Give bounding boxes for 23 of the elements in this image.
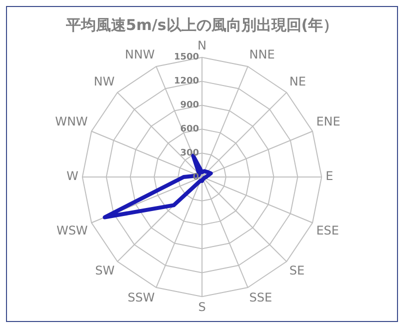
spoke-label: SE <box>289 264 305 278</box>
spoke-label: SSE <box>249 290 272 305</box>
spoke-label: SW <box>95 264 115 278</box>
y-tick-label: 900 <box>180 100 199 111</box>
spoke-label: NE <box>289 74 306 89</box>
spoke-label: W <box>66 169 79 184</box>
spoke-label: NNE <box>249 48 275 62</box>
y-tick-label: 1200 <box>174 76 199 87</box>
spoke-label: NNW <box>124 48 155 62</box>
chart-title: 平均風速5m/s以上の風向別出現回(年） <box>64 16 338 34</box>
y-tick-label: 0 <box>192 172 199 182</box>
y-tick-label: 1500 <box>174 52 199 63</box>
y-tick-label: 600 <box>180 124 199 135</box>
spoke-label: ENE <box>316 114 340 129</box>
spoke-label: NW <box>94 74 115 89</box>
y-tick-label: 300 <box>180 148 199 158</box>
spoke-label: SSW <box>128 290 155 305</box>
spoke-label: E <box>326 169 334 184</box>
spoke-label: ESE <box>316 224 339 238</box>
spoke-label: WNW <box>55 114 88 129</box>
spoke-label: S <box>198 300 206 314</box>
spoke-label: N <box>198 38 206 52</box>
spoke-label: WSW <box>56 224 88 238</box>
